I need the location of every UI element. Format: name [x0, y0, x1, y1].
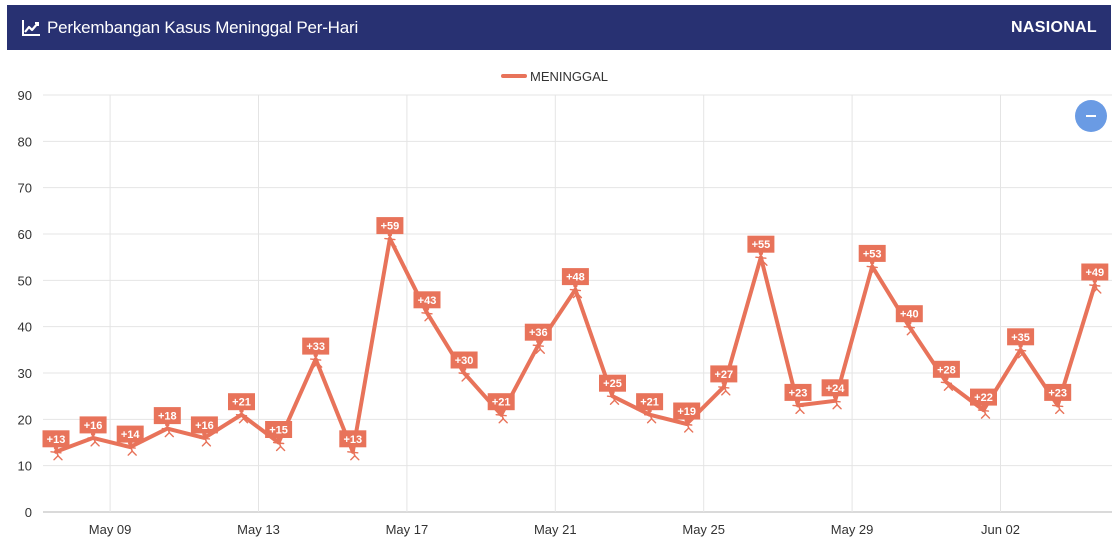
data-point[interactable] [829, 394, 842, 410]
x-tick-label: May 21 [534, 522, 577, 537]
data-label: +28 [937, 364, 956, 376]
data-label: +22 [974, 392, 993, 404]
data-label-box [79, 416, 107, 434]
data-label-box [858, 244, 886, 262]
y-tick-label: 60 [18, 227, 32, 242]
data-label: +24 [826, 383, 846, 395]
data-label: +30 [455, 355, 474, 367]
data-label: +21 [232, 397, 251, 409]
data-label-box [339, 430, 367, 448]
daily-deaths-line-chart: 0 10 20 30 40 50 60 70 80 90 May 09 May 13 May 17 May… [18, 69, 1112, 537]
data-label-box [42, 430, 70, 448]
y-tick-label: 90 [18, 88, 32, 103]
legend-label: MENINGGAL [530, 69, 608, 84]
data-point[interactable] [718, 380, 731, 396]
chart-header: Perkembangan Kasus Meninggal Per-Hari NA… [7, 5, 1111, 50]
data-label: +21 [492, 397, 511, 409]
data-label-box [1081, 263, 1109, 281]
data-label: +14 [121, 429, 141, 441]
data-point[interactable] [87, 431, 100, 447]
data-label-box [116, 425, 144, 443]
data-label-box [1044, 383, 1072, 401]
y-tick-label: 80 [18, 134, 32, 149]
y-tick-label: 0 [25, 505, 32, 520]
y-tick-label: 50 [18, 273, 32, 288]
data-label-box [487, 393, 515, 411]
data-label-box [599, 374, 626, 392]
data-label: +15 [269, 425, 288, 437]
y-tick-label: 20 [18, 412, 32, 427]
data-point[interactable] [124, 440, 137, 456]
data-label-box [821, 379, 849, 397]
data-point[interactable] [643, 408, 657, 424]
data-label: +13 [47, 434, 66, 446]
data-point[interactable] [384, 232, 397, 248]
data-label: +21 [640, 397, 659, 409]
data-label-box [636, 393, 664, 411]
data-label: +40 [900, 309, 919, 321]
data-label-box [524, 323, 552, 341]
data-label-box [970, 388, 997, 406]
data-label: +23 [1048, 387, 1067, 399]
x-tick-label: May 09 [89, 522, 132, 537]
data-label: +59 [381, 221, 400, 233]
data-point[interactable] [532, 339, 545, 354]
x-tick-label: May 17 [386, 522, 429, 537]
data-label-box [710, 365, 738, 383]
x-tick-label: Jun 02 [981, 522, 1020, 537]
data-label-box [228, 393, 255, 411]
data-label-box [302, 337, 330, 355]
data-label: +36 [529, 327, 548, 339]
data-label-box [265, 421, 293, 438]
data-label: +55 [752, 239, 771, 251]
data-label: +35 [1011, 332, 1030, 344]
data-label: +53 [863, 248, 882, 260]
y-tick-label: 10 [18, 459, 32, 474]
x-tick-label: May 13 [237, 522, 280, 537]
data-label: +25 [603, 378, 622, 390]
data-label: +23 [789, 387, 808, 399]
data-label: +16 [84, 420, 103, 432]
data-label: +48 [566, 272, 585, 284]
data-label-box [561, 268, 589, 286]
region-label: NASIONAL [1011, 18, 1097, 36]
data-point[interactable] [792, 399, 805, 415]
data-label: +27 [714, 369, 733, 381]
data-label: +49 [1085, 267, 1104, 279]
chart-title: Perkembangan Kasus Meninggal Per-Hari [47, 17, 359, 37]
data-label-box [1007, 328, 1035, 346]
data-label-box [376, 217, 404, 235]
y-tick-label: 30 [18, 366, 32, 381]
minus-icon [1086, 115, 1096, 117]
data-label-box [932, 360, 960, 378]
data-label-box [747, 235, 775, 253]
y-tick-label: 40 [18, 320, 32, 335]
data-label-box [153, 407, 181, 425]
data-label-box [895, 305, 923, 323]
header-left: Perkembangan Kasus Meninggal Per-Hari [21, 18, 358, 38]
data-point[interactable] [866, 260, 879, 276]
line-chart-icon [21, 19, 41, 37]
data-label-box [190, 416, 218, 434]
data-point[interactable] [1014, 343, 1028, 359]
x-tick-label: May 25 [682, 522, 725, 537]
data-label: +16 [195, 420, 214, 432]
data-label-box [450, 351, 478, 369]
data-label: +43 [418, 295, 437, 307]
data-label-box [673, 402, 701, 420]
data-point[interactable] [50, 445, 63, 461]
data-label: +18 [158, 411, 177, 423]
data-label: +13 [343, 434, 362, 446]
x-tick-label: May 29 [831, 522, 874, 537]
data-label-box [784, 383, 812, 401]
data-label: +19 [677, 406, 696, 418]
zoom-out-button[interactable] [1075, 100, 1107, 132]
y-tick-label: 70 [18, 181, 32, 196]
data-label-box [413, 291, 441, 309]
data-label: +33 [306, 341, 325, 353]
